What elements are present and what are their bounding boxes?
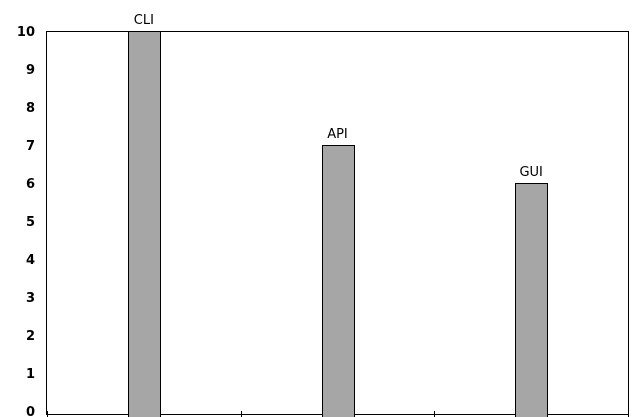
y-tick-label: 0	[26, 405, 35, 417]
y-tick-label: 1	[26, 367, 35, 382]
y-tick-label: 5	[26, 215, 35, 230]
y-tick-label: 4	[26, 253, 35, 268]
y-tick-label: 8	[26, 101, 35, 116]
data-label: API	[327, 127, 348, 142]
y-tick-label: 10	[17, 25, 35, 40]
y-tick-label: 3	[26, 291, 35, 306]
y-tick-label: 7	[26, 139, 35, 154]
y-tick-label: 2	[26, 329, 35, 344]
y-tick-label: 6	[26, 177, 35, 192]
bar-labels: CLI API GUI	[134, 13, 543, 180]
bar-api	[322, 145, 355, 417]
data-label: CLI	[134, 13, 154, 28]
bar-gui	[515, 183, 548, 417]
data-label: GUI	[519, 165, 542, 180]
bar-cli	[128, 31, 161, 417]
bars	[128, 31, 548, 417]
y-axis: 0 1 2 3 4 5 6 7 8 9 10	[17, 25, 35, 417]
x-axis-ticks	[47, 411, 629, 417]
y-tick-label: 9	[26, 63, 35, 78]
